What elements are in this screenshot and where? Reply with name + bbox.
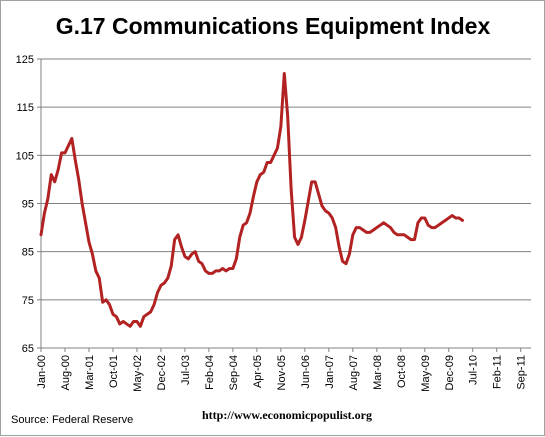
x-tick-label: Aug-00 xyxy=(60,355,72,390)
y-tick-label: 85 xyxy=(22,247,34,259)
y-tick-label: 125 xyxy=(16,54,34,66)
index-series-line xyxy=(39,71,464,328)
x-tick-label: Sep-11 xyxy=(516,355,528,390)
source-note: Source: Federal Reserve xyxy=(11,414,133,426)
x-tick-labels: Jan-00 Aug-00 Mar-01 Oct-01 May-02 Dec-02 Jul-… xyxy=(36,355,528,392)
y-tick-label: 95 xyxy=(22,199,34,211)
x-tick-label: Jan-07 xyxy=(324,355,336,389)
x-tick-label: Feb-04 xyxy=(204,355,216,390)
y-tick-labels: 65 75 85 95 105 115 125 xyxy=(16,54,34,355)
axes xyxy=(37,58,531,352)
x-tick-label: Sep-04 xyxy=(228,355,240,390)
y-tick-label: 65 xyxy=(22,343,34,355)
x-tick-label: Jul-10 xyxy=(468,355,480,385)
x-tick-label: Aug-07 xyxy=(348,355,360,390)
x-tick-label: Apr-05 xyxy=(252,355,264,388)
x-tick-label: Oct-08 xyxy=(396,355,408,388)
x-tick-label: May-02 xyxy=(132,355,144,392)
y-tick-label: 115 xyxy=(16,102,34,114)
series xyxy=(39,71,464,328)
x-tick-label: Jul-03 xyxy=(180,355,192,385)
y-tick-label: 75 xyxy=(22,295,34,307)
x-tick-label: May-09 xyxy=(420,355,432,392)
x-tick-label: Mar-08 xyxy=(372,355,384,390)
x-tick-label: Nov-05 xyxy=(276,355,288,390)
x-tick-label: Mar-01 xyxy=(84,355,96,390)
x-tick-label: Feb-11 xyxy=(492,355,504,389)
x-tick-label: Dec-02 xyxy=(156,355,168,390)
x-tick-label: Jun-06 xyxy=(300,355,312,389)
x-tick-label: Dec-09 xyxy=(444,355,456,390)
y-tick-label: 105 xyxy=(16,150,34,162)
x-tick-label: Oct-01 xyxy=(108,355,120,388)
chart-title: G.17 Communications Equipment Index xyxy=(56,13,491,39)
website-url: http://www.economicpopulist.org xyxy=(202,408,372,422)
x-tick-label: Jan-00 xyxy=(36,355,48,389)
